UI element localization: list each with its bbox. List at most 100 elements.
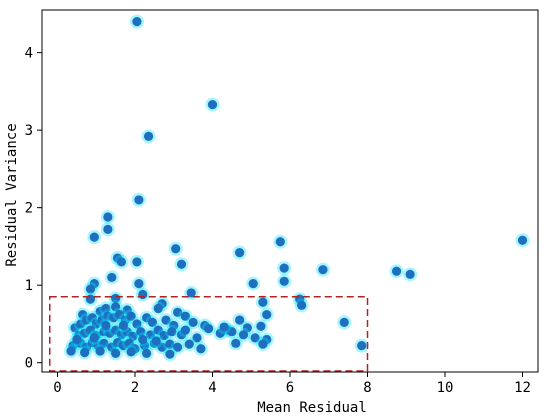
point-marker bbox=[357, 341, 367, 351]
scatter-point bbox=[515, 233, 530, 248]
point-marker bbox=[165, 349, 175, 359]
scatter-point bbox=[69, 332, 84, 347]
point-marker bbox=[248, 279, 258, 289]
y-tick-label: 4 bbox=[25, 46, 33, 62]
scatter-point bbox=[77, 345, 92, 360]
point-marker bbox=[136, 327, 146, 337]
scatter-point bbox=[87, 230, 102, 245]
scatter-point bbox=[174, 257, 189, 272]
point-marker bbox=[138, 334, 148, 345]
point-marker bbox=[176, 259, 187, 269]
point-marker bbox=[339, 317, 349, 327]
scatter-point bbox=[64, 344, 79, 359]
point-marker bbox=[89, 232, 99, 242]
scatter-point bbox=[190, 330, 204, 345]
scatter-point bbox=[273, 234, 288, 249]
y-tick-label: 1 bbox=[25, 278, 33, 294]
point-marker bbox=[231, 338, 241, 348]
x-tick-label: 0 bbox=[53, 380, 61, 396]
scatter-point bbox=[205, 97, 220, 112]
point-marker bbox=[207, 99, 218, 110]
scatter-point bbox=[168, 241, 183, 256]
point-marker bbox=[180, 311, 190, 321]
scatter-point bbox=[277, 274, 292, 289]
point-marker bbox=[297, 300, 307, 310]
point-marker bbox=[138, 289, 148, 300]
point-marker bbox=[95, 346, 105, 356]
point-marker bbox=[279, 263, 289, 273]
scatter-point bbox=[315, 262, 330, 277]
scatter-point bbox=[294, 298, 309, 313]
point-marker bbox=[180, 325, 190, 335]
scatter-point bbox=[83, 282, 98, 297]
point-marker bbox=[391, 266, 402, 276]
x-tick-label: 10 bbox=[437, 380, 454, 396]
point-marker bbox=[173, 342, 183, 352]
point-marker bbox=[151, 336, 161, 346]
point-marker bbox=[101, 303, 111, 314]
point-marker bbox=[258, 339, 268, 349]
point-marker bbox=[116, 257, 127, 267]
scatter-point bbox=[83, 292, 98, 307]
scatter-point bbox=[232, 313, 247, 328]
scatter-point bbox=[164, 324, 179, 339]
scatter-point bbox=[93, 344, 108, 359]
point-marker bbox=[147, 317, 158, 327]
point-marker bbox=[142, 348, 152, 358]
y-tick-label: 0 bbox=[25, 356, 33, 372]
scatter-point bbox=[170, 340, 185, 355]
scatter-point bbox=[236, 327, 251, 342]
point-marker bbox=[165, 339, 175, 349]
scatter-point bbox=[232, 245, 247, 260]
point-marker bbox=[134, 279, 144, 289]
point-marker bbox=[235, 315, 245, 325]
scatter-point bbox=[246, 276, 261, 291]
point-marker bbox=[159, 330, 169, 341]
y-tick-label: 3 bbox=[25, 123, 33, 139]
scatter-point bbox=[131, 192, 146, 207]
scatter-point bbox=[255, 337, 270, 352]
point-marker bbox=[114, 310, 125, 320]
scatter-point bbox=[178, 309, 193, 324]
point-marker bbox=[262, 310, 272, 320]
scatter-point bbox=[98, 318, 113, 333]
point-marker bbox=[405, 269, 415, 279]
y-tick-label: 2 bbox=[25, 201, 33, 217]
point-marker bbox=[145, 330, 156, 340]
scatter-point bbox=[354, 338, 369, 353]
scatter-point bbox=[389, 264, 404, 279]
scatter-point bbox=[182, 337, 197, 352]
point-marker bbox=[80, 348, 90, 358]
scatter-point bbox=[114, 254, 129, 269]
point-marker bbox=[111, 302, 121, 312]
x-tick-label: 12 bbox=[514, 380, 531, 396]
scatter-point bbox=[129, 254, 144, 269]
point-marker bbox=[196, 344, 206, 354]
scatter-point bbox=[124, 309, 139, 324]
point-marker bbox=[128, 331, 138, 341]
point-marker bbox=[153, 325, 163, 335]
scatter-point bbox=[124, 344, 139, 359]
point-marker bbox=[186, 288, 196, 298]
point-marker bbox=[256, 321, 266, 331]
point-marker bbox=[275, 237, 285, 247]
point-marker bbox=[126, 311, 136, 321]
point-marker bbox=[242, 323, 252, 333]
scatter-point bbox=[141, 129, 156, 144]
scatter-point bbox=[104, 270, 119, 285]
scatter-point bbox=[248, 330, 263, 345]
point-marker bbox=[219, 322, 229, 332]
point-marker bbox=[99, 338, 109, 348]
scatter-point bbox=[149, 333, 164, 348]
point-marker bbox=[161, 315, 171, 325]
point-marker bbox=[173, 307, 183, 317]
scatter-point bbox=[228, 336, 243, 351]
point-marker bbox=[103, 224, 113, 234]
point-marker bbox=[66, 346, 76, 356]
point-marker bbox=[107, 272, 117, 283]
point-marker bbox=[132, 17, 142, 27]
point-marker bbox=[171, 244, 181, 254]
scatter-point bbox=[100, 222, 115, 237]
point-marker bbox=[134, 195, 144, 205]
